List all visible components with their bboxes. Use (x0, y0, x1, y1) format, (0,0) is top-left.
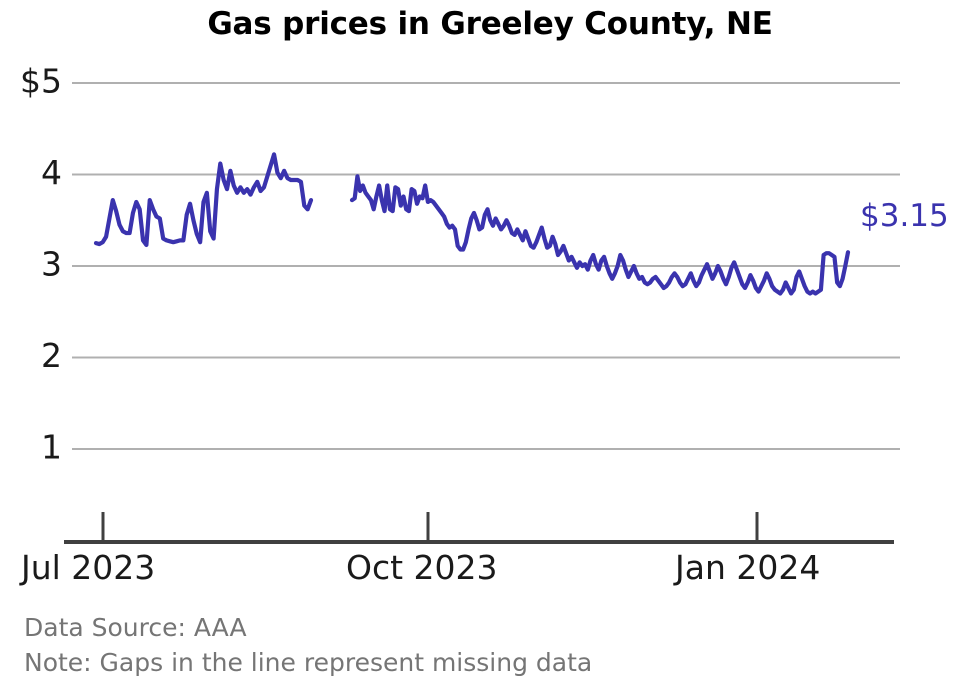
price-line-series (93, 152, 851, 296)
end-value-annotation: $3.15 (860, 198, 949, 234)
y-axis-tick-labels: 1 2 3 4 $5 (20, 62, 62, 467)
y-tick-label-1: 1 (41, 428, 62, 467)
chart-plot-area: 1 2 3 4 $5 Jul 2023 Oct 2023 Jan 2024 $3.15 (19, 62, 949, 587)
y-tick-label-4: 4 (41, 153, 62, 192)
x-tick-label-2: Jan 2024 (673, 548, 820, 587)
y-tick-label-5: $5 (20, 62, 62, 101)
y-tick-label-2: 2 (41, 336, 62, 375)
x-tick-label-0: Jul 2023 (19, 548, 155, 587)
end-value-label: $3.15 (860, 198, 949, 234)
x-tick-label-1: Oct 2023 (346, 548, 498, 587)
price-line-segment-1 (93, 152, 314, 248)
missing-data-note: Note: Gaps in the line represent missing… (24, 648, 593, 677)
page-title: Gas prices in Greeley County, NE (207, 6, 773, 42)
price-line-segment-2 (349, 174, 851, 296)
x-axis-tick-labels: Jul 2023 Oct 2023 Jan 2024 (19, 548, 820, 587)
x-axis-ticks (101, 512, 759, 542)
y-tick-label-3: 3 (41, 245, 62, 284)
data-source-note: Data Source: AAA (24, 613, 247, 642)
gridlines (72, 82, 900, 450)
